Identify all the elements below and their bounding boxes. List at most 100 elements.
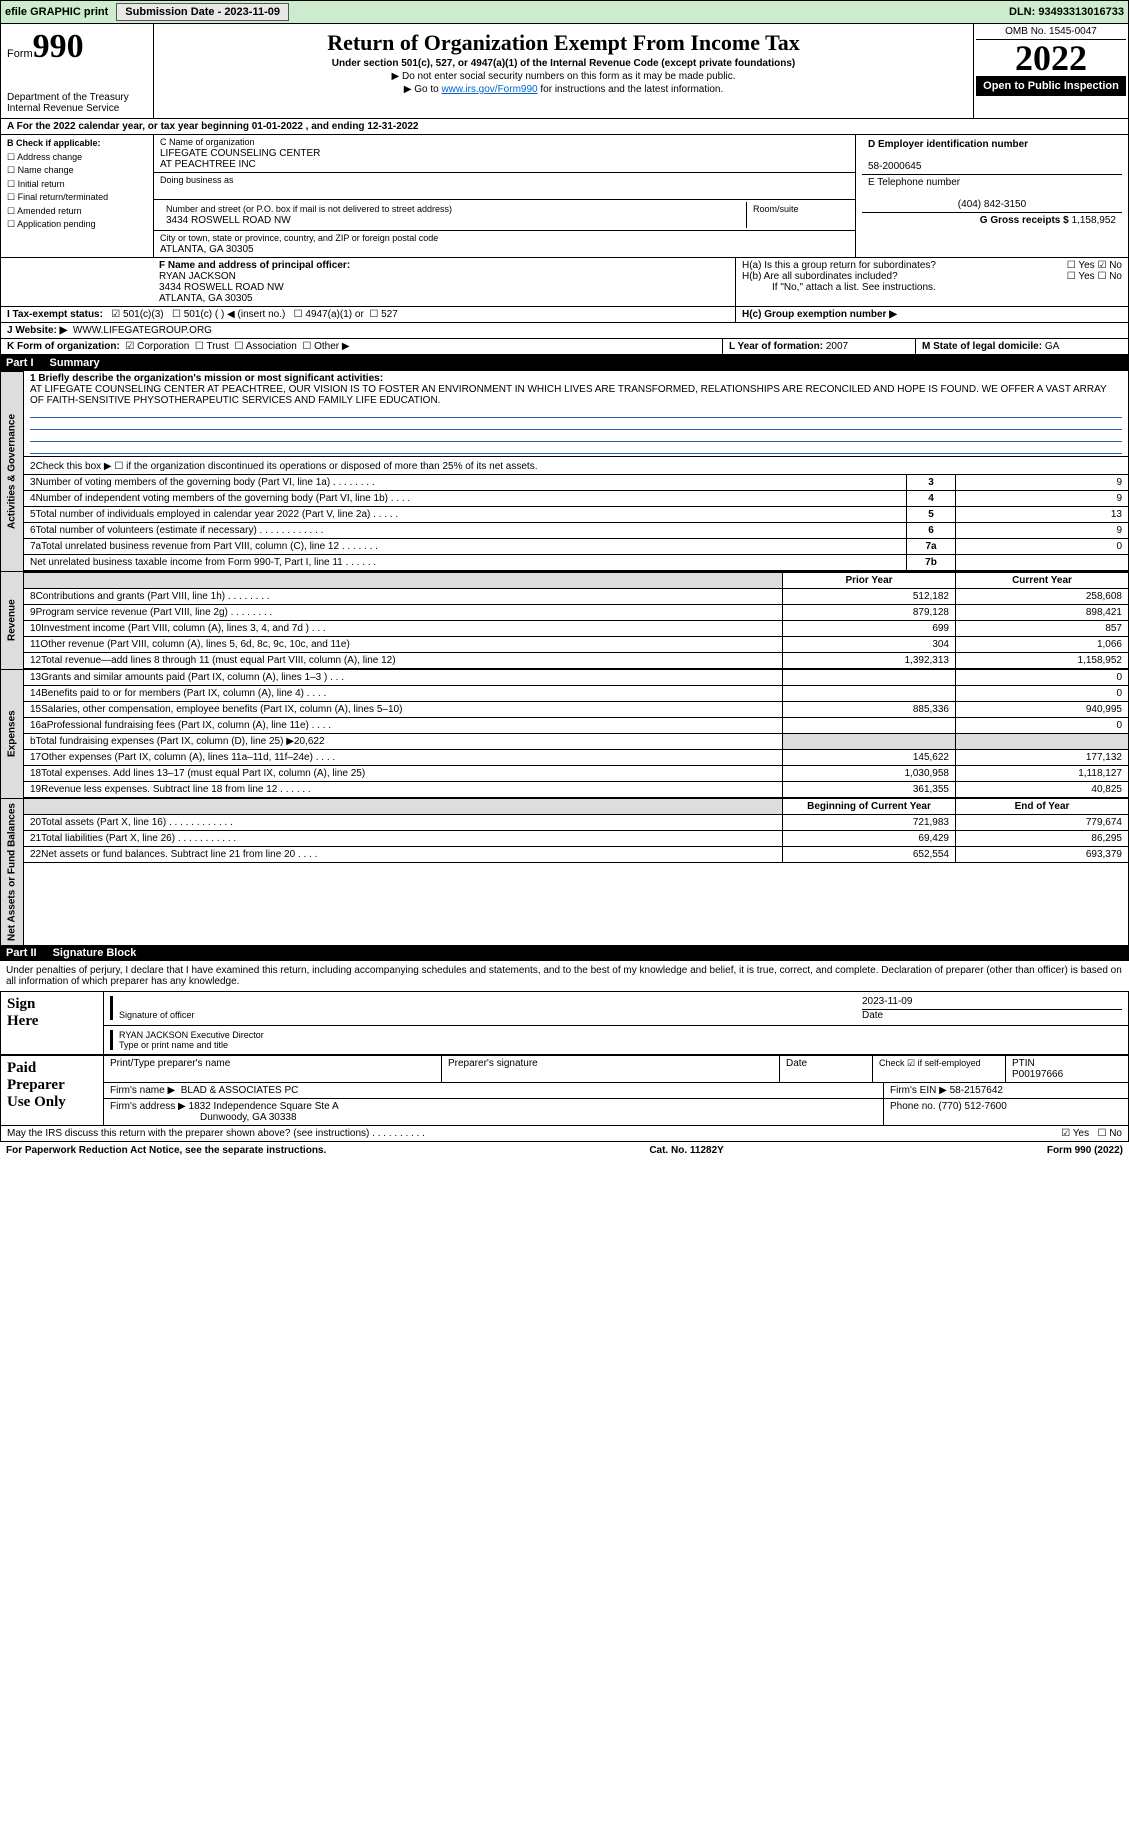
- table-row: 8Contributions and grants (Part VIII, li…: [24, 589, 1128, 605]
- dept-label: Department of the Treasury: [7, 92, 147, 103]
- form-header: Form990 Department of the Treasury Inter…: [0, 24, 1129, 119]
- section-i-row: I Tax-exempt status: 501(c)(3) 501(c) ( …: [0, 307, 1129, 323]
- revenue-block: Revenue Prior Year Current Year 8Contrib…: [0, 571, 1129, 669]
- table-row: 12Total revenue—add lines 8 through 11 (…: [24, 653, 1128, 669]
- officer-name: RYAN JACKSON: [159, 271, 236, 282]
- governance-table: 3Number of voting members of the governi…: [24, 474, 1128, 571]
- goto-note: ▶ Go to www.irs.gov/Form990 for instruct…: [160, 84, 967, 95]
- table-row: 11Other revenue (Part VIII, column (A), …: [24, 637, 1128, 653]
- table-row: 6Total number of volunteers (estimate if…: [24, 523, 1128, 539]
- may-yes[interactable]: Yes: [1061, 1128, 1089, 1139]
- chk-527[interactable]: 527: [369, 309, 397, 320]
- page-footer: For Paperwork Reduction Act Notice, see …: [0, 1142, 1129, 1159]
- chk-other[interactable]: Other ▶: [302, 341, 349, 352]
- officer-label: F Name and address of principal officer:: [159, 260, 350, 271]
- city-label: City or town, state or province, country…: [160, 233, 438, 243]
- ha-yes[interactable]: Yes: [1067, 260, 1095, 271]
- submission-date-button[interactable]: Submission Date - 2023-11-09: [116, 3, 289, 21]
- penalties-text: Under penalties of perjury, I declare th…: [0, 961, 1129, 991]
- state-domicile-label: M State of legal domicile:: [922, 341, 1042, 352]
- chk-application-pending[interactable]: Application pending: [7, 219, 96, 229]
- may-no[interactable]: No: [1097, 1128, 1122, 1139]
- firm-phone-label: Phone no.: [890, 1101, 936, 1112]
- section-fh-row: F Name and address of principal officer:…: [0, 258, 1129, 307]
- form-subtitle: Under section 501(c), 527, or 4947(a)(1)…: [160, 58, 967, 69]
- chk-trust[interactable]: Trust: [195, 341, 229, 352]
- net-assets-block: Net Assets or Fund Balances Beginning of…: [0, 798, 1129, 945]
- pt-label: Print/Type preparer's name: [110, 1058, 230, 1069]
- addr-value: 3434 ROSWELL ROAD NW: [166, 215, 291, 226]
- table-row: 14Benefits paid to or for members (Part …: [24, 686, 1128, 702]
- section-bcd-row: B Check if applicable: Address change Na…: [0, 135, 1129, 258]
- firm-ein: 58-2157642: [950, 1085, 1003, 1096]
- table-row: 17Other expenses (Part IX, column (A), l…: [24, 750, 1128, 766]
- sig-date: 2023-11-09: [862, 996, 912, 1007]
- ptin-label: PTIN: [1012, 1058, 1035, 1069]
- signature-table: SignHere Signature of officer 2023-11-09…: [0, 991, 1129, 1055]
- firm-addr2: Dunwoody, GA 30338: [110, 1112, 877, 1123]
- hb-no[interactable]: No: [1097, 271, 1122, 282]
- ein-value: 58-2000645: [868, 161, 921, 172]
- chk-address-change[interactable]: Address change: [7, 152, 82, 162]
- footer-left: For Paperwork Reduction Act Notice, see …: [6, 1145, 326, 1156]
- form-org-label: K Form of organization:: [7, 341, 120, 352]
- irs-link[interactable]: www.irs.gov/Form990: [441, 84, 537, 95]
- tab-net-assets: Net Assets or Fund Balances: [0, 798, 24, 945]
- table-row: 4Number of independent voting members of…: [24, 491, 1128, 507]
- addr-label: Number and street (or P.O. box if mail i…: [166, 204, 452, 214]
- table-row: 16aProfessional fundraising fees (Part I…: [24, 718, 1128, 734]
- firm-name-label: Firm's name ▶: [110, 1085, 175, 1096]
- chk-association[interactable]: Association: [234, 341, 296, 352]
- section-c: C Name of organization LIFEGATE COUNSELI…: [154, 135, 856, 257]
- table-row: 18Total expenses. Add lines 13–17 (must …: [24, 766, 1128, 782]
- chk-501c3[interactable]: 501(c)(3): [111, 309, 163, 320]
- current-year-hdr: Current Year: [956, 572, 1129, 589]
- gross-receipts-value: 1,158,952: [1072, 215, 1117, 226]
- gross-receipts-label: G Gross receipts $: [980, 215, 1069, 226]
- chk-name-change[interactable]: Name change: [7, 165, 74, 175]
- self-emp-check[interactable]: Check ☑ if self-employed: [879, 1058, 981, 1068]
- tab-revenue: Revenue: [0, 571, 24, 669]
- table-row: bTotal fundraising expenses (Part IX, co…: [24, 734, 1128, 750]
- revenue-table: Prior Year Current Year 8Contributions a…: [24, 571, 1128, 669]
- firm-phone: (770) 512-7600: [938, 1101, 1006, 1112]
- h-b: H(b) Are all subordinates included? Yes …: [742, 271, 1122, 282]
- footer-right: Form 990 (2022): [1047, 1145, 1123, 1156]
- tab-expenses: Expenses: [0, 669, 24, 798]
- efile-topbar: efile GRAPHIC print Submission Date - 20…: [0, 0, 1129, 24]
- part-2-header: Part II Signature Block: [0, 945, 1129, 961]
- table-row: 15Salaries, other compensation, employee…: [24, 702, 1128, 718]
- hb-yes[interactable]: Yes: [1067, 271, 1095, 282]
- chk-final-return[interactable]: Final return/terminated: [7, 192, 108, 202]
- boy-hdr: Beginning of Current Year: [783, 799, 956, 815]
- year-formation-label: L Year of formation:: [729, 341, 823, 352]
- website-value: WWW.LIFEGATEGROUP.ORG: [73, 325, 212, 336]
- chk-4947[interactable]: 4947(a)(1) or: [294, 309, 364, 320]
- table-row: 13Grants and similar amounts paid (Part …: [24, 670, 1128, 686]
- dba-label: Doing business as: [160, 175, 234, 185]
- officer-addr2: ATLANTA, GA 30305: [159, 293, 253, 304]
- tab-activities-governance: Activities & Governance: [0, 371, 24, 571]
- eoy-hdr: End of Year: [956, 799, 1129, 815]
- officer-addr1: 3434 ROSWELL ROAD NW: [159, 282, 284, 293]
- pd-label: Date: [786, 1058, 807, 1069]
- table-row: 20Total assets (Part X, line 16) . . . .…: [24, 815, 1128, 831]
- ha-no[interactable]: No: [1097, 260, 1122, 271]
- chk-amended-return[interactable]: Amended return: [7, 206, 82, 216]
- chk-corporation[interactable]: Corporation: [125, 341, 189, 352]
- org-name-label: C Name of organization: [160, 137, 255, 147]
- ein-label: D Employer identification number: [868, 139, 1028, 150]
- dln-label: DLN: 93493313016733: [1009, 6, 1124, 18]
- room-label: Room/suite: [753, 204, 799, 214]
- firm-addr-label: Firm's address ▶: [110, 1101, 186, 1112]
- may-discuss-row: May the IRS discuss this return with the…: [0, 1126, 1129, 1142]
- form-title: Return of Organization Exempt From Incom…: [160, 30, 967, 56]
- firm-addr1: 1832 Independence Square Ste A: [189, 1101, 339, 1112]
- table-row: 19Revenue less expenses. Subtract line 1…: [24, 782, 1128, 798]
- chk-501c[interactable]: 501(c) ( ) ◀ (insert no.): [172, 309, 285, 320]
- chk-initial-return[interactable]: Initial return: [7, 179, 65, 189]
- activities-governance-block: Activities & Governance 1 Briefly descri…: [0, 371, 1129, 571]
- table-row: 9Program service revenue (Part VIII, lin…: [24, 605, 1128, 621]
- irs-label: Internal Revenue Service: [7, 103, 147, 114]
- expenses-table: 13Grants and similar amounts paid (Part …: [24, 669, 1128, 798]
